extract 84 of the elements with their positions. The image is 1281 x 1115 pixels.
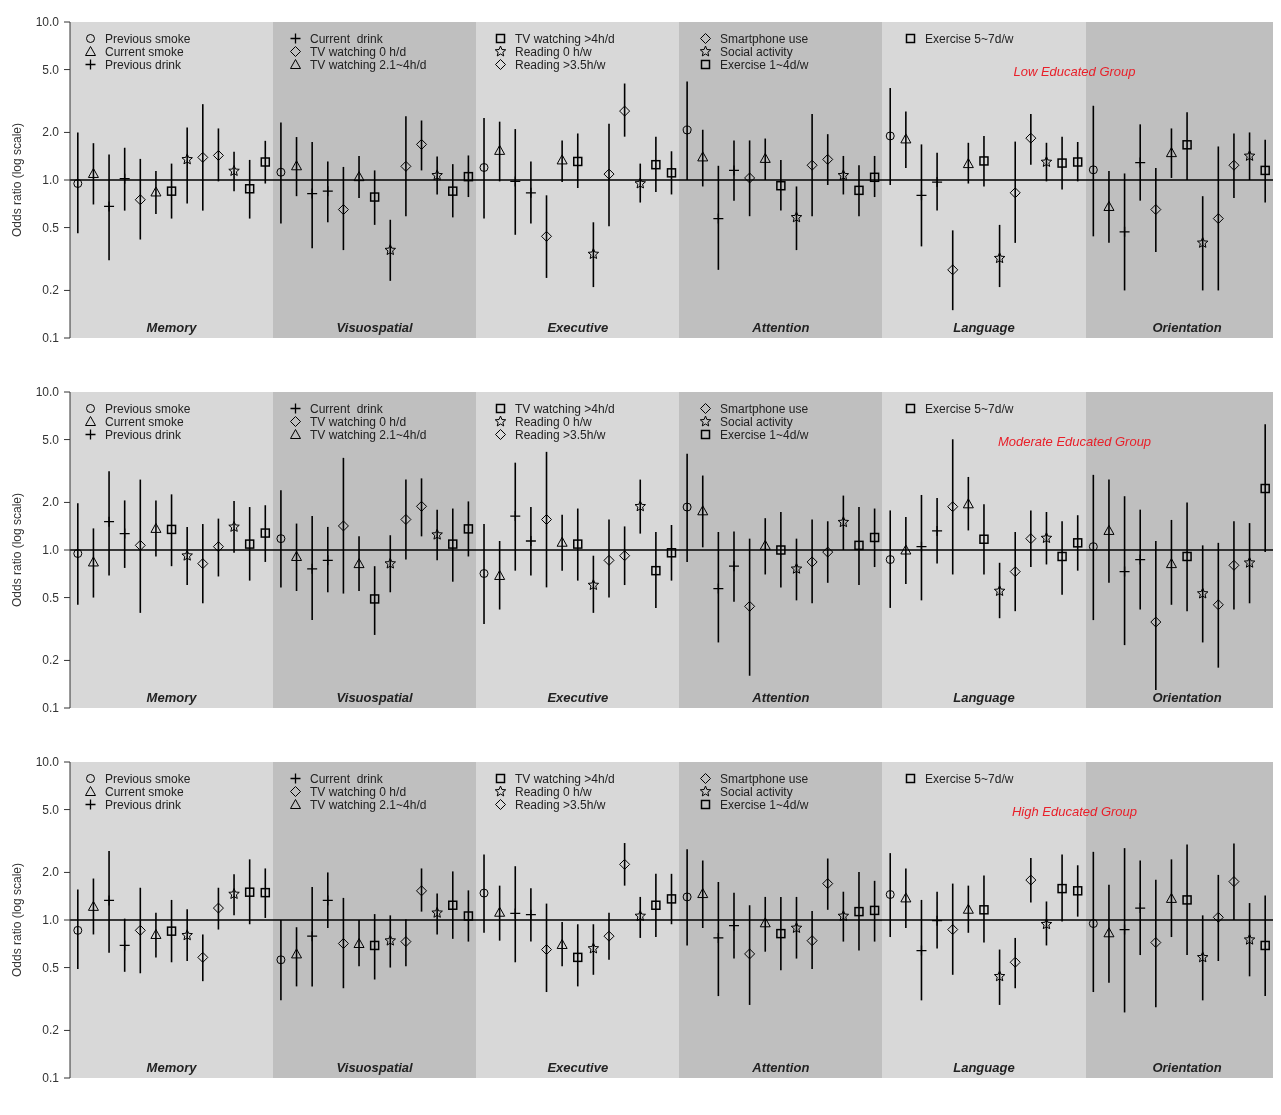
x-tick-label: Attention xyxy=(751,320,810,335)
y-tick-label: 0.1 xyxy=(42,1071,60,1085)
x-tick-label: Language xyxy=(953,1060,1015,1075)
x-tick-label: Memory xyxy=(146,1060,198,1075)
y-tick-label: 1.0 xyxy=(42,543,60,557)
y-tick-label: 5.0 xyxy=(42,432,60,447)
y-tick-label: 5.0 xyxy=(42,802,60,817)
legend-label: Current drink xyxy=(310,31,383,46)
y-tick-label: 0.2 xyxy=(42,283,60,298)
legend-label: Smartphone use xyxy=(720,771,809,786)
legend-label: Exercise 5~7d/w xyxy=(925,31,1014,46)
y-tick-label: 0.1 xyxy=(42,331,60,345)
legend-label: TV watching 0 h/d xyxy=(310,44,407,59)
legend-label: Exercise 1~4d/w xyxy=(720,57,809,72)
y-tick-label: 2.0 xyxy=(42,125,60,140)
legend-label: TV watching 2.1~4h/d xyxy=(310,57,427,72)
x-tick-label: Orientation xyxy=(1152,690,1222,705)
x-tick-label: Executive xyxy=(547,690,609,705)
x-tick-label: Attention xyxy=(751,1060,810,1075)
y-tick-label: 10.0 xyxy=(35,755,60,769)
y-tick-label: 10.0 xyxy=(35,15,60,29)
y-tick-label: 0.5 xyxy=(42,960,60,975)
legend-label: TV watching 0 h/d xyxy=(310,784,407,799)
x-tick-label: Executive xyxy=(547,320,609,335)
x-tick-label: Language xyxy=(953,690,1015,705)
x-tick-label: Visuospatial xyxy=(336,690,414,705)
x-tick-label: Memory xyxy=(146,690,198,705)
y-tick-label: 5.0 xyxy=(42,62,60,77)
y-tick-label: 1.0 xyxy=(42,913,60,927)
legend-label: Previous smoke xyxy=(105,401,191,416)
x-tick-label: Memory xyxy=(146,320,198,335)
y-tick-label: 2.0 xyxy=(42,865,60,880)
x-tick-label: Orientation xyxy=(1152,320,1222,335)
legend-label: Reading 0 h/w xyxy=(515,414,592,429)
y-axis-title: Odds ratio (log scale) xyxy=(10,492,25,608)
annotation: Moderate Educated Group xyxy=(996,434,1153,449)
y-tick-label: 2.0 xyxy=(42,495,60,510)
y-tick-label: 1.0 xyxy=(42,173,60,187)
legend-label: TV watching >4h/d xyxy=(515,401,615,416)
y-axis-title: Odds ratio (log scale) xyxy=(10,862,25,978)
legend-label: Reading >3.5h/w xyxy=(515,427,606,442)
y-tick-label: 0.2 xyxy=(42,1023,60,1038)
annotation: Low Educated Group xyxy=(1012,64,1137,79)
x-tick-label: Visuospatial xyxy=(336,1060,414,1075)
legend-label: Previous smoke xyxy=(105,31,191,46)
legend-label: Current drink xyxy=(310,401,383,416)
legend-label: Exercise 1~4d/w xyxy=(720,797,809,812)
legend-label: Current smoke xyxy=(105,784,184,799)
x-tick-label: Executive xyxy=(547,1060,609,1075)
legend-label: Exercise 5~7d/w xyxy=(925,401,1014,416)
x-tick-label: Language xyxy=(953,320,1015,335)
x-tick-label: Visuospatial xyxy=(336,320,414,335)
legend-label: Previous smoke xyxy=(105,771,191,786)
legend-label: Reading >3.5h/w xyxy=(515,797,606,812)
legend-label: TV watching 2.1~4h/d xyxy=(310,427,427,442)
annotation: High Educated Group xyxy=(1011,804,1138,819)
legend-label: TV watching >4h/d xyxy=(515,31,615,46)
legend-label: Smartphone use xyxy=(720,401,809,416)
y-tick-label: 0.1 xyxy=(42,701,60,715)
legend-label: Previous drink xyxy=(105,427,182,442)
y-tick-label: 0.5 xyxy=(42,590,60,605)
x-tick-label: Orientation xyxy=(1152,1060,1222,1075)
y-tick-label: 10.0 xyxy=(35,385,60,399)
legend-label: TV watching >4h/d xyxy=(515,771,615,786)
legend-label: Smartphone use xyxy=(720,31,809,46)
legend-label: Previous drink xyxy=(105,797,182,812)
legend-label: Exercise 5~7d/w xyxy=(925,771,1014,786)
legend-label: Reading 0 h/w xyxy=(515,784,592,799)
legend-label: Social activity xyxy=(720,44,793,59)
legend-label: Current smoke xyxy=(105,414,184,429)
x-tick-label: Attention xyxy=(751,690,810,705)
y-tick-label: 0.5 xyxy=(42,220,60,235)
y-tick-label: 0.2 xyxy=(42,653,60,668)
legend-label: Current drink xyxy=(310,771,383,786)
legend-label: Current smoke xyxy=(105,44,184,59)
legend-label: Reading >3.5h/w xyxy=(515,57,606,72)
legend-label: TV watching 0 h/d xyxy=(310,414,407,429)
legend-label: Social activity xyxy=(720,784,793,799)
legend-label: TV watching 2.1~4h/d xyxy=(310,797,427,812)
legend-label: Exercise 1~4d/w xyxy=(720,427,809,442)
legend-label: Previous drink xyxy=(105,57,182,72)
legend-label: Reading 0 h/w xyxy=(515,44,592,59)
legend-label: Social activity xyxy=(720,414,793,429)
y-axis-title: Odds ratio (log scale) xyxy=(10,122,25,238)
